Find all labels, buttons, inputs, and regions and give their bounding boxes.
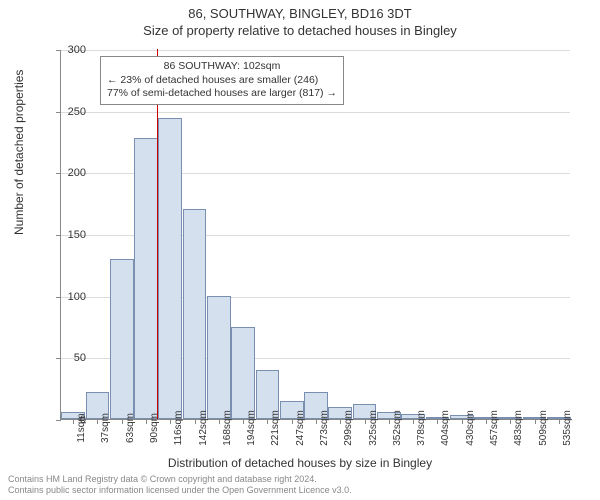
- y-tick: [56, 358, 61, 359]
- x-tick: [73, 419, 74, 424]
- y-tick: [56, 235, 61, 236]
- gridline: [61, 50, 570, 51]
- histogram-bar: [231, 327, 255, 420]
- x-tick-label: 168sqm: [222, 410, 233, 446]
- x-tick-label: 352sqm: [392, 410, 403, 446]
- x-tick-label: 509sqm: [538, 410, 549, 446]
- y-axis-label: Number of detached properties: [12, 70, 26, 235]
- y-tick: [56, 297, 61, 298]
- x-tick-label: 221sqm: [270, 410, 281, 446]
- x-tick-label: 37sqm: [100, 413, 111, 443]
- x-tick-label: 273sqm: [319, 410, 330, 446]
- y-tick: [56, 420, 61, 421]
- x-tick-label: 142sqm: [198, 410, 209, 446]
- x-tick-label: 404sqm: [440, 410, 451, 446]
- x-tick: [413, 419, 414, 424]
- x-tick: [340, 419, 341, 424]
- y-tick-label: 250: [68, 106, 86, 118]
- x-tick: [316, 419, 317, 424]
- x-tick: [219, 419, 220, 424]
- x-tick-label: 63sqm: [125, 413, 136, 443]
- x-tick-label: 430sqm: [465, 410, 476, 446]
- histogram-bar: [183, 209, 207, 419]
- annotation-line: ← 23% of detached houses are smaller (24…: [107, 74, 337, 88]
- histogram-bar: [110, 259, 134, 419]
- x-axis-label: Distribution of detached houses by size …: [0, 456, 600, 470]
- x-tick: [195, 419, 196, 424]
- histogram-bar: [158, 118, 182, 419]
- x-tick-label: 247sqm: [295, 410, 306, 446]
- y-tick-label: 50: [74, 352, 86, 364]
- annotation-line: 86 SOUTHWAY: 102sqm: [107, 60, 337, 74]
- histogram-bar: [134, 138, 158, 419]
- x-tick: [122, 419, 123, 424]
- x-tick: [437, 419, 438, 424]
- title-line-1: 86, SOUTHWAY, BINGLEY, BD16 3DT: [0, 0, 600, 21]
- x-tick: [389, 419, 390, 424]
- x-tick: [97, 419, 98, 424]
- y-tick-label: 300: [68, 44, 86, 56]
- y-tick-label: 100: [68, 291, 86, 303]
- x-tick: [559, 419, 560, 424]
- x-tick: [146, 419, 147, 424]
- x-tick: [170, 419, 171, 424]
- y-tick: [56, 112, 61, 113]
- histogram-bar: [207, 296, 231, 419]
- x-tick-label: 116sqm: [173, 411, 184, 446]
- x-tick: [462, 419, 463, 424]
- x-tick-label: 483sqm: [513, 410, 524, 446]
- x-tick-label: 535sqm: [562, 410, 573, 446]
- chart-container: 86, SOUTHWAY, BINGLEY, BD16 3DT Size of …: [0, 0, 600, 500]
- x-tick: [510, 419, 511, 424]
- plot-area: [60, 50, 570, 420]
- gridline: [61, 112, 570, 113]
- x-tick-label: 457sqm: [489, 410, 500, 446]
- y-tick: [56, 50, 61, 51]
- x-tick-label: 194sqm: [246, 410, 257, 446]
- annotation-line: 77% of semi-detached houses are larger (…: [107, 87, 337, 101]
- x-tick: [365, 419, 366, 424]
- x-tick-label: 325sqm: [368, 410, 379, 446]
- x-tick-label: 378sqm: [416, 410, 427, 446]
- x-tick: [267, 419, 268, 424]
- x-tick: [486, 419, 487, 424]
- annotation-box: 86 SOUTHWAY: 102sqm← 23% of detached hou…: [100, 56, 344, 105]
- footer-attribution: Contains HM Land Registry data © Crown c…: [8, 474, 352, 496]
- footer-line-2: Contains public sector information licen…: [8, 485, 352, 496]
- x-tick-label: 11sqm: [76, 413, 87, 442]
- title-line-2: Size of property relative to detached ho…: [0, 21, 600, 38]
- y-tick-label: 200: [68, 167, 86, 179]
- x-tick: [292, 419, 293, 424]
- x-tick: [243, 419, 244, 424]
- x-tick: [535, 419, 536, 424]
- x-tick-label: 299sqm: [343, 410, 354, 446]
- footer-line-1: Contains HM Land Registry data © Crown c…: [8, 474, 352, 485]
- x-tick-label: 90sqm: [149, 413, 160, 443]
- y-tick-label: 150: [68, 229, 86, 241]
- y-tick: [56, 173, 61, 174]
